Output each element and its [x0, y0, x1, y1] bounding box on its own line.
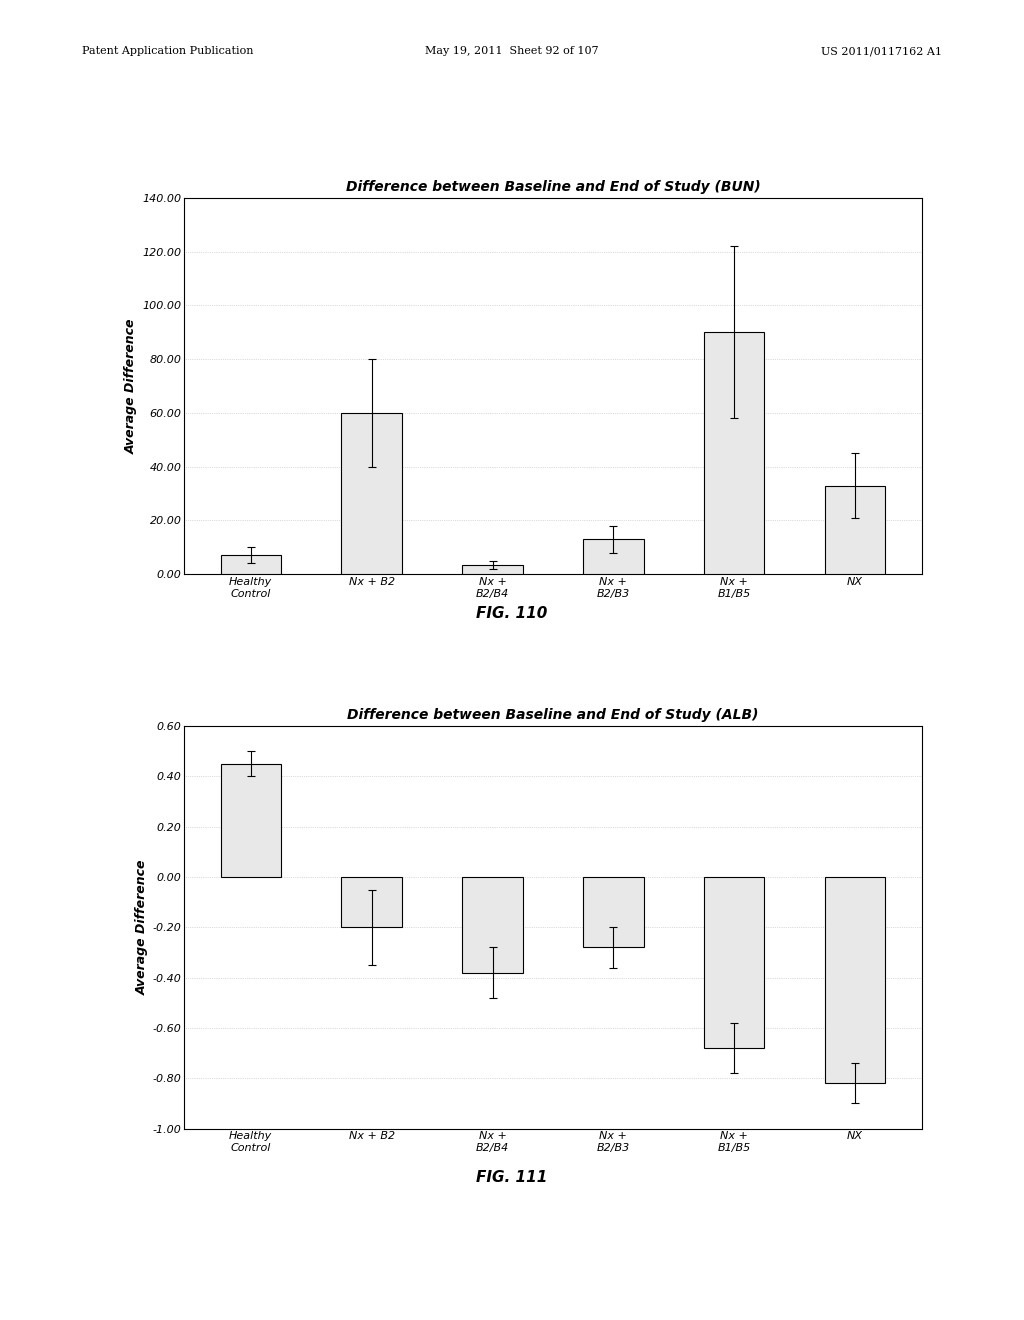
Bar — [705, 333, 765, 574]
Y-axis label: Average Difference: Average Difference — [135, 859, 148, 995]
Text: Patent Application Publication: Patent Application Publication — [82, 46, 253, 57]
Title: Difference between Baseline and End of Study (ALB): Difference between Baseline and End of S… — [347, 708, 759, 722]
Text: FIG. 111: FIG. 111 — [476, 1170, 548, 1185]
Bar — [341, 876, 401, 928]
Text: US 2011/0117162 A1: US 2011/0117162 A1 — [821, 46, 942, 57]
Bar — [705, 876, 765, 1048]
Bar — [462, 565, 522, 574]
Text: FIG. 110: FIG. 110 — [476, 606, 548, 622]
Bar — [825, 876, 886, 1084]
Bar — [584, 876, 644, 948]
Bar — [462, 876, 522, 973]
Bar — [584, 540, 644, 574]
Bar — [341, 413, 401, 574]
Bar — [220, 556, 281, 574]
Y-axis label: Average Difference: Average Difference — [125, 318, 138, 454]
Bar — [825, 486, 886, 574]
Text: May 19, 2011  Sheet 92 of 107: May 19, 2011 Sheet 92 of 107 — [425, 46, 599, 57]
Bar — [220, 764, 281, 876]
Title: Difference between Baseline and End of Study (BUN): Difference between Baseline and End of S… — [345, 180, 761, 194]
